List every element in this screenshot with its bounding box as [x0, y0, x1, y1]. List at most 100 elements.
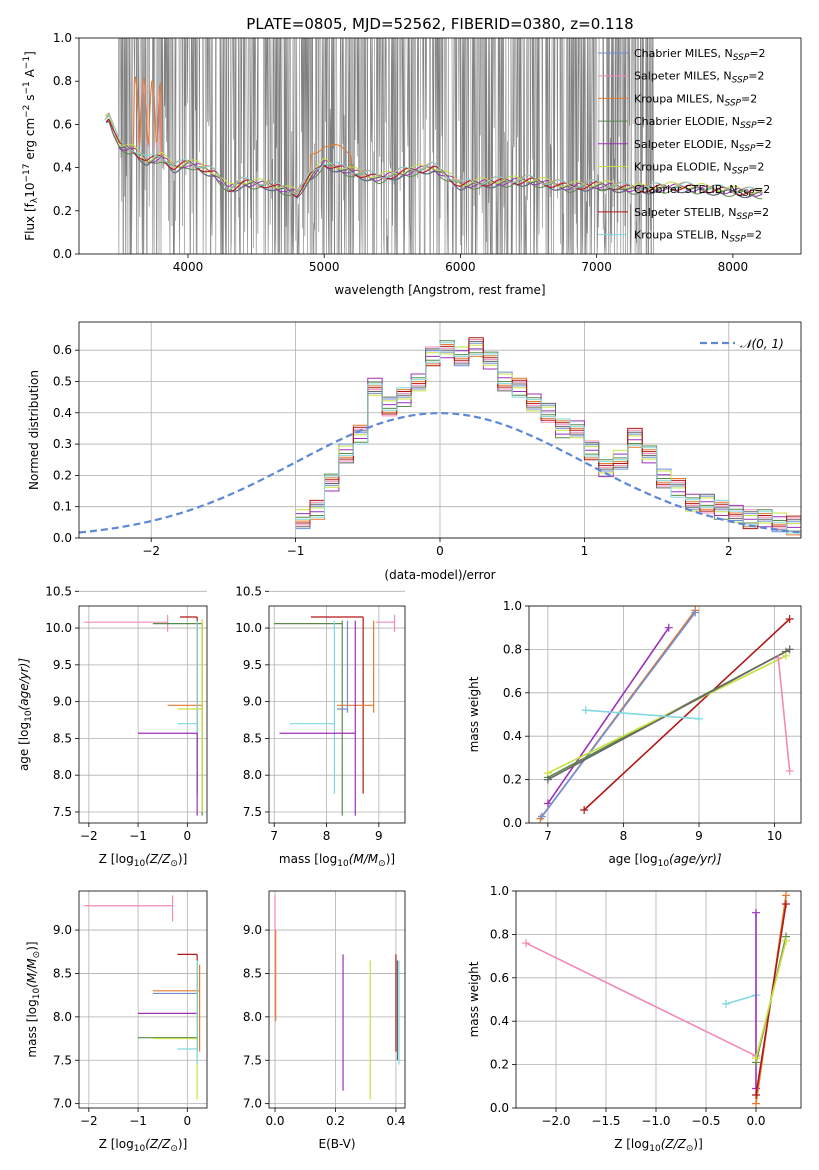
age-mass-panel-plot	[274, 614, 396, 816]
legend-entry-part: =2	[748, 161, 764, 174]
mass-z-panel-ylabel-part: mass [log	[25, 999, 39, 1057]
x-tick-label: −2.0	[541, 1114, 570, 1128]
x-tick-label: 0	[183, 829, 191, 843]
spectrum-ylabel-part: −2	[22, 105, 32, 118]
y-tick-label: 0.0	[490, 1101, 509, 1115]
spectrum-ylabel-part: 10	[23, 183, 37, 198]
y-tick-label: 8.0	[243, 1010, 262, 1024]
weight-marker	[782, 936, 790, 945]
x-tick-label: −2	[80, 1114, 98, 1128]
y-tick-label: 0.4	[490, 1014, 509, 1028]
age-z-panel-xlabel-part: (Z/Z	[145, 852, 171, 866]
mass-z-panel-xlabel-part: 10	[134, 1144, 146, 1154]
figure-title: PLATE=0805, MJD=52562, FIBERID=0380, z=0…	[246, 15, 633, 33]
residual-xlabel: (data-model)/error	[384, 568, 495, 582]
y-tick-label: 9.0	[243, 923, 262, 937]
weight-z-panel-xlabel-part: (Z/Z	[661, 1137, 687, 1151]
weight-segment	[541, 612, 696, 817]
y-tick-label: 0.0	[53, 531, 72, 545]
x-tick-label: −1	[129, 1114, 147, 1128]
y-tick-label: 7.5	[243, 1053, 262, 1067]
model-spectrum-6	[105, 120, 763, 199]
weight-marker	[664, 623, 673, 632]
mass-ebv-panel-xlabel: E(B-V)	[318, 1137, 355, 1151]
age-z-panel-plot	[83, 614, 203, 816]
x-tick-label: 9	[695, 829, 703, 843]
legend-entry-part: Chabrier STELIB, N	[634, 183, 738, 196]
weight-segment	[777, 658, 791, 771]
weight-age-panel-xlabel-part: (age/yr)]	[669, 852, 722, 866]
spectrum-ylabel-part: −1	[22, 81, 32, 94]
residual-hist-1	[295, 339, 801, 530]
axes-frame	[528, 605, 802, 824]
weight-z-panel-ylabel: mass weight	[467, 961, 481, 1037]
weight-segment	[583, 618, 791, 811]
x-tick-label: 5000	[309, 260, 340, 274]
legend-entry-part: =2	[755, 138, 771, 151]
y-tick-label: 7.0	[53, 1097, 72, 1111]
spectrum-ylabel-part: s	[23, 95, 37, 105]
weight-z-panel-xlabel-part: ⊙	[686, 1144, 694, 1154]
y-tick-label: 7.5	[53, 1053, 72, 1067]
age-z-panel-ylabel: age [log10(age/yr)]	[17, 658, 34, 771]
y-tick-label: 0.6	[53, 117, 72, 131]
mass-z-panel-plot	[83, 895, 201, 1100]
y-tick-label: 8.5	[53, 731, 72, 745]
weight-marker	[543, 775, 552, 784]
y-tick-label: 0.6	[503, 686, 522, 700]
age-mass-panel-xlabel-part: ⊙	[378, 859, 386, 869]
y-tick-label: 9.5	[243, 658, 262, 672]
mass-z-panel-ylabel: mass [log10(M/M⊙)]	[25, 941, 42, 1057]
weight-marker	[752, 1054, 760, 1063]
legend-entry: Kroupa STELIB, NSSP=2	[634, 229, 762, 245]
age-mass-panel: 7 8 9 7.5 8.0 8.5 9.0 9.5 10.0 10.5 mass [log10(M/…	[235, 584, 406, 869]
x-tick-label: 7000	[581, 260, 612, 274]
legend-entry-part: SSP	[739, 144, 756, 154]
residual-xlabel-part: (data-model)/error	[384, 568, 495, 582]
normal-legend-label: 𝒩(0, 1)	[740, 337, 784, 351]
x-tick-label: 0	[436, 544, 444, 558]
residual-ylabel-part: Normed distribution	[27, 370, 41, 490]
residual-hist-6	[295, 340, 801, 531]
y-tick-label: 1.0	[53, 31, 72, 45]
x-tick-label: 0.0	[746, 1114, 765, 1128]
y-tick-label: 10.0	[45, 621, 72, 635]
residual-panel-plot	[79, 337, 801, 538]
x-tick-label: −1.5	[591, 1114, 620, 1128]
legend-entry-part: SSP	[724, 98, 741, 108]
x-tick-label: 1	[581, 544, 589, 558]
spectrum-legend: Chabrier MILES, NSSP=2 Salpeter MILES, NS…	[598, 47, 773, 245]
weight-marker	[580, 805, 589, 814]
y-tick-label: 9.0	[243, 695, 262, 709]
weight-marker	[785, 615, 794, 624]
y-tick-label: 0.2	[53, 468, 72, 482]
legend-entry: Kroupa ELODIE, NSSP=2	[634, 161, 764, 177]
spectrum-panel: 4000 5000 6000 7000 8000 0.0 0.2 0.4 0.6 0.8 1.0 wa…	[22, 31, 802, 297]
x-tick-label: −2	[142, 544, 160, 558]
y-tick-label: 0.4	[503, 729, 522, 743]
age-mass-panel-xlabel: mass [log10(M/M⊙)]	[279, 852, 395, 869]
legend-entry-part: SSP	[740, 121, 757, 131]
weight-age-panel-plot	[536, 606, 794, 823]
y-tick-label: 8.0	[53, 768, 72, 782]
legend-entry: Salpeter MILES, NSSP=2	[634, 70, 764, 86]
x-tick-label: 0	[183, 1114, 191, 1128]
residual-hist-0	[295, 342, 801, 533]
residual-ylabel: Normed distribution	[27, 370, 41, 490]
legend-entry: Chabrier MILES, NSSP=2	[634, 47, 766, 63]
weight-age-panel-xlabel-part: 10	[658, 859, 670, 869]
x-tick-label: 8000	[718, 260, 749, 274]
mass-z-panel-xlabel-part: Z [log	[99, 1137, 134, 1151]
x-tick-label: −0.5	[691, 1114, 720, 1128]
weight-segment	[585, 709, 700, 720]
residual-hist-5	[295, 344, 801, 535]
y-tick-label: 0.2	[503, 773, 522, 787]
y-tick-label: 0.2	[490, 1058, 509, 1072]
weight-z-panel-ylabel-part: mass weight	[467, 961, 481, 1037]
y-tick-label: 8.0	[53, 1010, 72, 1024]
legend-entry-part: =2	[748, 70, 764, 83]
y-tick-label: 7.0	[243, 1097, 262, 1111]
age-z-panel-xlabel-part: 10	[134, 859, 146, 869]
age-z-panel-ylabel-part: 10	[24, 710, 34, 722]
